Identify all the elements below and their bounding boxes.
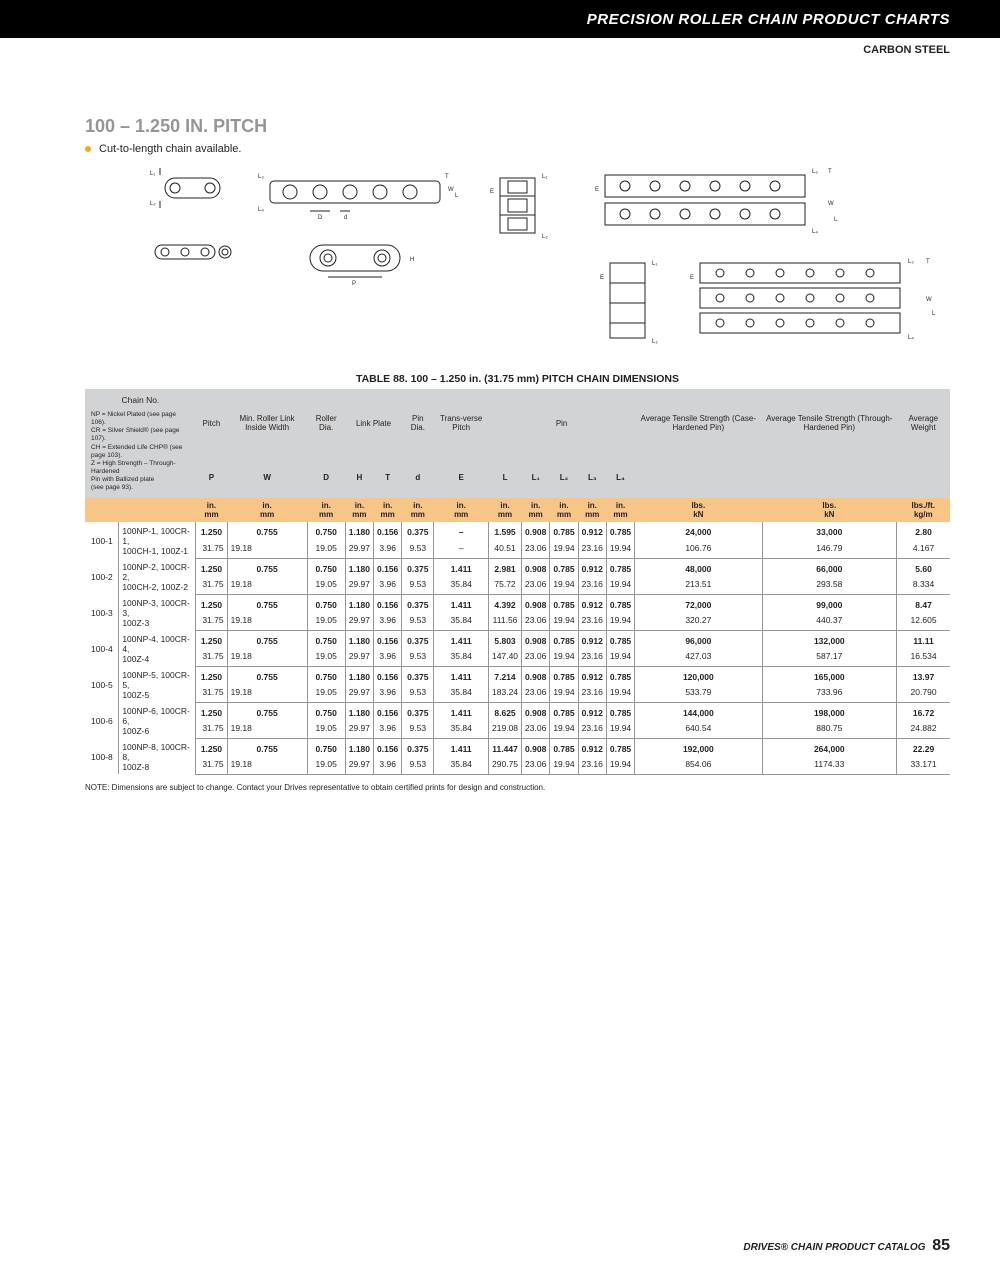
table-note: NOTE: Dimensions are subject to change. … xyxy=(85,783,950,792)
svg-text:L₂: L₂ xyxy=(150,201,156,207)
diagram-connecting-link: L₁ L₂ xyxy=(145,163,240,227)
section-title: 100 – 1.250 IN. PITCH xyxy=(85,116,950,137)
col-w: Min. Roller Link Inside Width xyxy=(227,389,307,458)
header-title: PRECISION ROLLER CHAIN PRODUCT CHARTS xyxy=(587,11,950,28)
footer-page: 85 xyxy=(932,1237,950,1254)
svg-text:L₁: L₁ xyxy=(542,174,547,180)
svg-text:L₃: L₃ xyxy=(258,174,264,180)
footer-catalog: DRIVES® CHAIN PRODUCT CATALOG xyxy=(743,1242,925,1253)
svg-text:L₁: L₁ xyxy=(150,171,155,177)
col-chain-no: Chain No. NP = Nickel Plated (see page 1… xyxy=(85,389,196,498)
table-caption: TABLE 88. 100 – 1.250 in. (31.75 mm) PIT… xyxy=(85,373,950,385)
col-weight: Average Weight xyxy=(897,389,950,458)
col-ts-case: Average Tensile Strength (Case-Hardened … xyxy=(635,389,762,458)
diagrams: L₁ L₂ T xyxy=(145,163,950,353)
svg-text:L₄: L₄ xyxy=(258,207,264,213)
diagram-duplex-end: E L₁ L₂ xyxy=(470,163,570,253)
diagram-triplex: E L₁ L₂ xyxy=(580,253,940,353)
svg-text:L₃: L₃ xyxy=(812,169,818,175)
svg-text:W: W xyxy=(926,297,932,303)
bullet-text: Cut-to-length chain available. xyxy=(99,143,241,155)
svg-text:L: L xyxy=(834,217,838,223)
bullet-icon xyxy=(85,146,91,152)
header-bar: PRECISION ROLLER CHAIN PRODUCT CHARTS xyxy=(0,0,1000,38)
col-pindia: Pin Dia. xyxy=(402,389,434,458)
row-units: in.mmin.mmin.mmin.mmin.mmin.mmin.mmin.mm… xyxy=(85,498,950,522)
spec-tbody: 100-1100NP-1, 100CR-1,100CH-1, 100Z-11.2… xyxy=(85,522,950,774)
svg-text:T: T xyxy=(445,174,449,180)
col-d: Roller Dia. xyxy=(307,389,345,458)
svg-text:W: W xyxy=(448,187,454,193)
footer: DRIVES® CHAIN PRODUCT CATALOG 85 xyxy=(743,1237,950,1255)
svg-text:E: E xyxy=(600,275,604,281)
svg-text:D: D xyxy=(318,215,323,221)
diagram-duplex-side: E L₃ L₄ T W L xyxy=(580,163,940,243)
svg-text:L₄: L₄ xyxy=(908,335,914,341)
col-linkplate: Link Plate xyxy=(345,389,402,458)
svg-text:L₁: L₁ xyxy=(652,261,657,267)
bullet-row: Cut-to-length chain available. xyxy=(85,143,950,155)
col-pitch: Pitch xyxy=(196,389,227,458)
spec-table: Chain No. NP = Nickel Plated (see page 1… xyxy=(85,389,950,775)
svg-text:L₂: L₂ xyxy=(542,234,548,240)
svg-text:W: W xyxy=(828,201,834,207)
svg-text:T: T xyxy=(828,169,832,175)
row-symbols: PWDHTdELL₁L₂L₃L₄ xyxy=(85,458,950,499)
diagram-link-plate: H P xyxy=(250,237,460,287)
svg-text:L: L xyxy=(455,193,459,199)
svg-text:H: H xyxy=(410,257,414,263)
chain-legend: NP = Nickel Plated (see page 106).CR = S… xyxy=(91,411,190,492)
svg-text:P: P xyxy=(352,281,356,287)
subheader: CARBON STEEL xyxy=(0,38,1000,56)
col-trans: Trans-verse Pitch xyxy=(434,389,489,458)
diagram-offset-link xyxy=(145,237,240,267)
col-pin: Pin xyxy=(489,389,635,458)
svg-text:E: E xyxy=(490,189,494,195)
svg-text:L: L xyxy=(932,311,936,317)
svg-text:L₃: L₃ xyxy=(908,259,914,265)
svg-text:L₂: L₂ xyxy=(652,339,658,345)
svg-text:L₄: L₄ xyxy=(812,229,818,235)
svg-text:d: d xyxy=(344,215,347,221)
svg-text:E: E xyxy=(690,275,694,281)
svg-text:E: E xyxy=(595,187,599,193)
svg-text:T: T xyxy=(926,259,930,265)
col-ts-thru: Average Tensile Strength (Through-Harden… xyxy=(762,389,897,458)
diagram-single-strand-side: T W L L₃ L₄ D d xyxy=(250,163,460,227)
